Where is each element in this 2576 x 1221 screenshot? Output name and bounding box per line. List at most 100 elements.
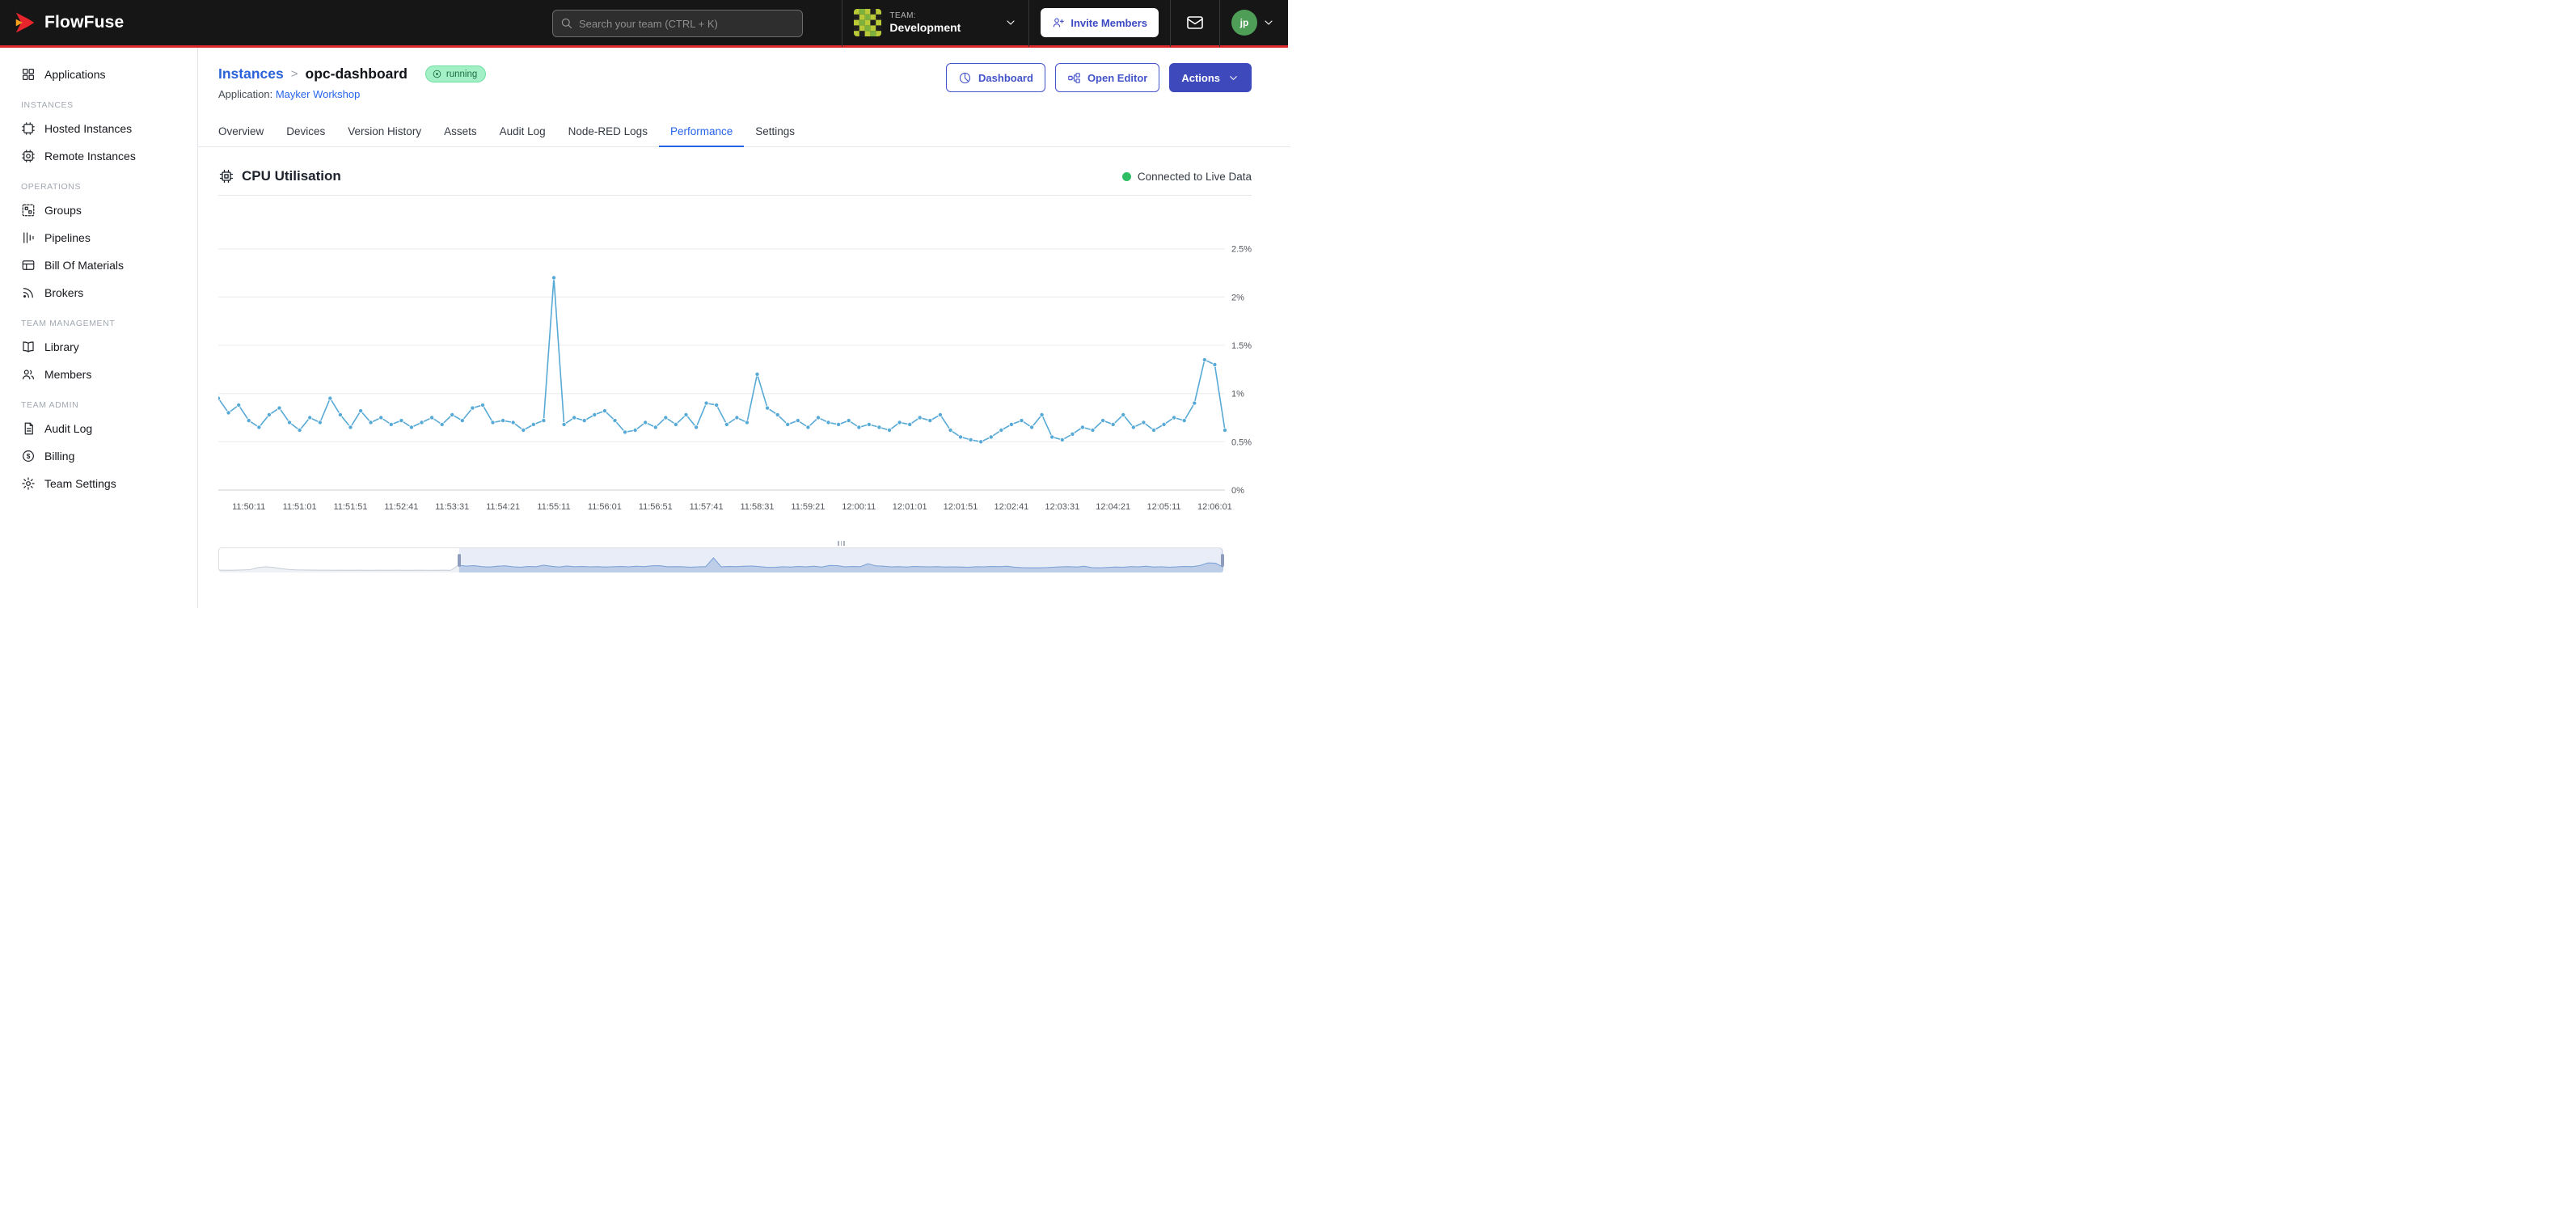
user-menu[interactable]: jp	[1231, 10, 1275, 36]
tab-overview[interactable]: Overview	[207, 116, 275, 146]
navigator-minichart	[219, 548, 1223, 572]
svg-text:1%: 1%	[1231, 390, 1244, 399]
search-icon	[560, 16, 573, 30]
sidebar-item-billing[interactable]: $ Billing	[0, 442, 197, 470]
svg-text:11:54:21: 11:54:21	[486, 502, 520, 512]
open-editor-button[interactable]: Open Editor	[1055, 63, 1159, 92]
sidebar-section-title: TEAM MANAGEMENT	[21, 319, 197, 328]
search-input[interactable]	[552, 10, 803, 37]
audit-icon	[21, 421, 36, 436]
instance-tabs: OverviewDevicesVersion HistoryAssetsAudi…	[198, 116, 1290, 147]
chart-range-navigator[interactable]	[218, 547, 1223, 572]
svg-text:11:56:51: 11:56:51	[639, 502, 673, 512]
sidebar-item-groups[interactable]: Groups	[0, 196, 197, 224]
svg-text:0%: 0%	[1231, 486, 1244, 496]
chart-area: 0% 0.5% 1% 1.5% 2% 2.5% 11:50:11 11:51:01 11:51:…	[218, 201, 1252, 523]
sidebar-item-applications[interactable]: Applications	[0, 61, 197, 88]
svg-text:11:57:41: 11:57:41	[690, 502, 724, 512]
navigator-right-handle[interactable]	[1221, 554, 1224, 567]
dashboard-button-label: Dashboard	[978, 72, 1033, 84]
brokers-icon	[21, 285, 36, 300]
sidebar-item-team-settings[interactable]: Team Settings	[0, 470, 197, 497]
svg-text:2.5%: 2.5%	[1231, 245, 1252, 255]
open-editor-icon	[1067, 71, 1081, 85]
navbar-divider	[1219, 0, 1220, 47]
invite-members-button[interactable]: Invite Members	[1041, 8, 1159, 37]
svg-text:11:56:01: 11:56:01	[588, 502, 622, 512]
svg-text:11:51:01: 11:51:01	[283, 502, 317, 512]
cpu-panel-title-row: CPU Utilisation	[218, 168, 341, 184]
application-link[interactable]: Mayker Workshop	[276, 88, 361, 100]
sidebar-section-title: OPERATIONS	[21, 182, 197, 192]
sidebar-item-label: Groups	[44, 204, 82, 217]
actions-button[interactable]: Actions	[1169, 63, 1252, 92]
svg-text:12:01:01: 12:01:01	[893, 502, 927, 512]
members-icon	[21, 367, 36, 382]
instance-name: opc-dashboard	[306, 65, 408, 82]
panel-title: CPU Utilisation	[242, 168, 341, 184]
navigator-left-handle[interactable]	[458, 554, 461, 567]
navigator-drag-grip[interactable]	[838, 541, 845, 546]
chevron-down-icon	[1262, 16, 1275, 29]
live-status-label: Connected to Live Data	[1138, 171, 1252, 183]
sidebar-item-brokers[interactable]: Brokers	[0, 279, 197, 306]
dashboard-button[interactable]: Dashboard	[946, 63, 1045, 92]
actions-button-label: Actions	[1181, 72, 1220, 84]
billing-icon: $	[21, 449, 36, 463]
sidebar-item-label: Hosted Instances	[44, 122, 132, 135]
header-actions: Dashboard Open Editor Actions	[946, 63, 1252, 92]
sidebar-item-remote-instances[interactable]: Remote Instances	[0, 142, 197, 170]
tab-settings[interactable]: Settings	[744, 116, 806, 146]
sidebar-item-label: Billing	[44, 450, 74, 463]
svg-text:1.5%: 1.5%	[1231, 341, 1252, 351]
mail-icon[interactable]	[1185, 13, 1205, 32]
sidebar-item-pipelines[interactable]: Pipelines	[0, 224, 197, 251]
team-selector[interactable]: TEAM: Development	[854, 0, 1017, 45]
tab-node-red-logs[interactable]: Node-RED Logs	[557, 116, 659, 146]
team-avatar	[854, 9, 881, 36]
sidebar-item-label: Bill Of Materials	[44, 259, 124, 272]
svg-text:12:01:51: 12:01:51	[944, 502, 978, 512]
sidebar: Applications INSTANCES Hosted Instances Rem…	[0, 48, 198, 608]
tab-audit-log[interactable]: Audit Log	[488, 116, 557, 146]
team-name: Development	[889, 21, 961, 34]
open-editor-button-label: Open Editor	[1087, 72, 1147, 84]
cpu-line-chart: 0% 0.5% 1% 1.5% 2% 2.5% 11:50:11 11:51:01 11:51:…	[218, 201, 1252, 519]
hosted-icon	[21, 121, 36, 136]
chevron-down-icon	[1004, 16, 1017, 29]
svg-text:2%: 2%	[1231, 293, 1244, 302]
sidebar-item-library[interactable]: Library	[0, 333, 197, 361]
svg-text:11:58:31: 11:58:31	[740, 502, 774, 512]
team-label: TEAM:	[889, 11, 961, 21]
svg-text:$: $	[27, 453, 31, 460]
sidebar-item-hosted-instances[interactable]: Hosted Instances	[0, 115, 197, 142]
dashboard-icon	[958, 71, 972, 85]
status-badge: running	[425, 65, 486, 82]
sidebar-item-label: Library	[44, 340, 79, 353]
flowfuse-logo-icon	[13, 11, 37, 35]
tab-assets[interactable]: Assets	[433, 116, 488, 146]
sidebar-item-audit-log[interactable]: Audit Log	[0, 415, 197, 442]
cpu-panel: CPU Utilisation Connected to Live Data 0…	[218, 168, 1252, 572]
svg-text:11:52:41: 11:52:41	[384, 502, 418, 512]
library-icon	[21, 340, 36, 354]
sidebar-item-label: Team Settings	[44, 477, 116, 490]
tab-version-history[interactable]: Version History	[336, 116, 433, 146]
svg-text:12:02:41: 12:02:41	[994, 502, 1028, 512]
groups-icon	[21, 203, 36, 218]
brand-logo[interactable]: FlowFuse	[13, 11, 124, 35]
svg-text:11:50:11: 11:50:11	[232, 502, 265, 512]
breadcrumb-instances-link[interactable]: Instances	[218, 65, 284, 82]
tab-performance[interactable]: Performance	[659, 116, 744, 146]
status-badge-label: running	[446, 70, 477, 79]
sidebar-item-members[interactable]: Members	[0, 361, 197, 388]
sidebar-item-label: Pipelines	[44, 231, 91, 244]
sidebar-item-label: Applications	[44, 68, 106, 81]
sidebar-item-bill-of-materials[interactable]: Bill Of Materials	[0, 251, 197, 279]
svg-text:0.5%: 0.5%	[1231, 437, 1252, 447]
main-content: Instances > opc-dashboard running Applic…	[198, 48, 1290, 608]
svg-text:11:51:51: 11:51:51	[333, 502, 367, 512]
tab-devices[interactable]: Devices	[275, 116, 336, 146]
sidebar-section-title: INSTANCES	[21, 100, 197, 110]
bom-icon	[21, 258, 36, 273]
